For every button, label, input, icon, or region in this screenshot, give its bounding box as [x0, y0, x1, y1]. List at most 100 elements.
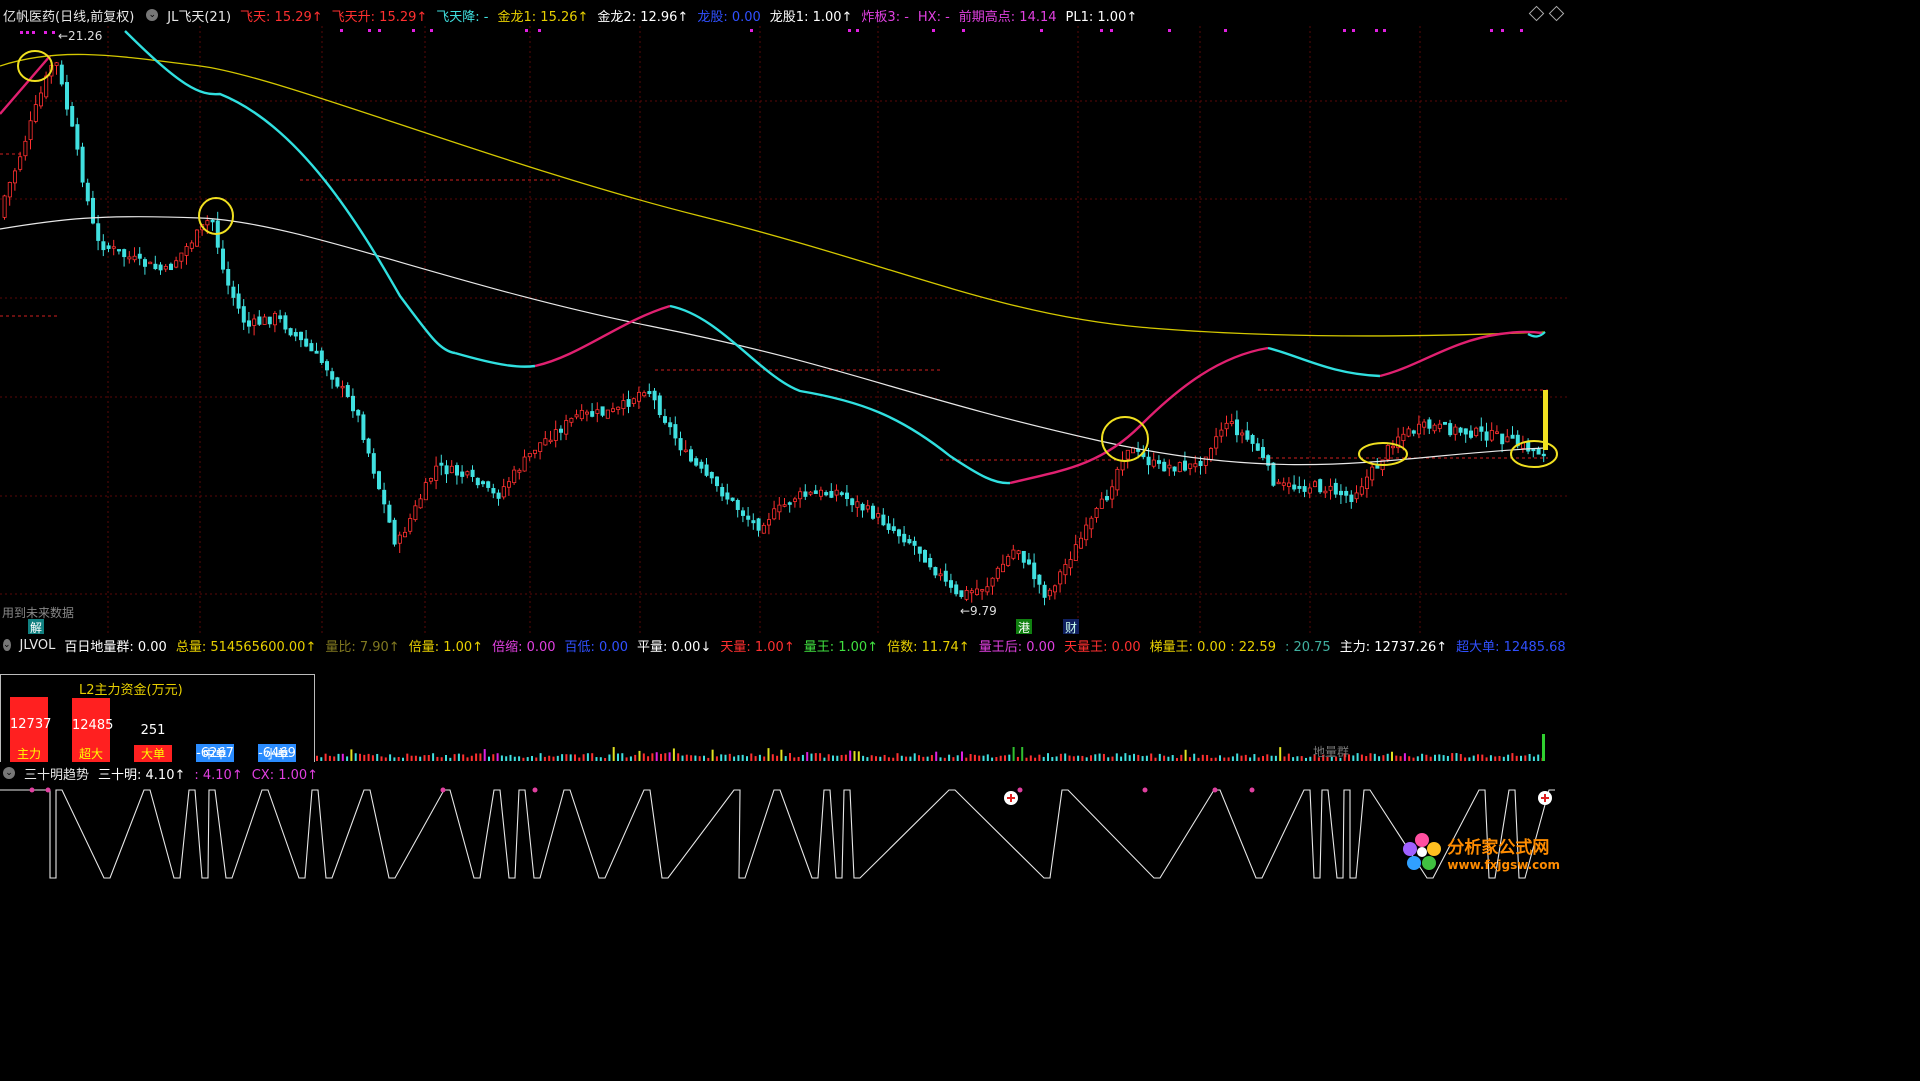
high-price-label: ←21.26 — [58, 29, 102, 43]
volume-bar — [488, 756, 490, 761]
feitian-up-line — [534, 304, 671, 368]
candle-body — [28, 120, 33, 141]
volume-bar — [1047, 753, 1049, 761]
trend-chart[interactable] — [0, 784, 1568, 883]
volume-bar — [436, 756, 439, 761]
stock-title[interactable]: 亿帆医药(日线,前复权) — [3, 9, 135, 25]
candle-body — [179, 252, 184, 262]
l2-label: 小单 — [264, 747, 289, 761]
volume-bar — [952, 757, 955, 761]
tag-jie[interactable]: 解 — [28, 619, 45, 636]
volume-indicator-name[interactable]: JLVOL — [19, 637, 56, 653]
plus-marker — [1004, 791, 1018, 805]
chevron-down-icon[interactable]: ⌄ — [3, 639, 11, 651]
volume-value: 总量: 514565600.00↑ — [175, 639, 317, 655]
candle-body — [730, 497, 735, 501]
candle-body — [1125, 449, 1130, 460]
candle-body — [512, 469, 517, 484]
volume-bar — [1356, 753, 1359, 761]
volume-bar — [1042, 756, 1045, 761]
volume-bar — [457, 753, 460, 761]
candle-body — [444, 465, 449, 475]
volume-bar — [569, 754, 572, 761]
main-chart[interactable]: ←21.26 ←9.79 — [0, 26, 1568, 634]
candle-body — [1245, 430, 1250, 440]
candle-body — [907, 539, 912, 544]
candle-body — [673, 424, 678, 439]
candle-body — [361, 414, 366, 440]
candle-body — [1458, 427, 1463, 433]
volume-bar — [1090, 755, 1092, 761]
candle-body — [345, 385, 350, 397]
volume-bar — [900, 755, 903, 761]
candle-body — [1016, 550, 1021, 555]
volume-bar — [526, 757, 529, 761]
tag-cai[interactable]: 财 — [1063, 619, 1080, 636]
candle-body — [793, 498, 798, 502]
candle-body — [148, 261, 153, 265]
candle-body — [1094, 507, 1099, 518]
volume-bar — [814, 753, 817, 761]
signal-dot — [340, 29, 343, 32]
candle-body — [933, 567, 938, 576]
volume-bar — [1416, 756, 1419, 761]
volume-value: 倍缩: 0.00 — [492, 639, 556, 655]
volume-bar — [1455, 753, 1458, 761]
candle-body — [725, 492, 730, 500]
signal-dot — [1383, 29, 1386, 32]
candle-body — [220, 248, 225, 270]
main-value: 龙股1: 1.00↑ — [769, 9, 853, 25]
signal-dot — [368, 29, 371, 32]
candle-body — [865, 505, 870, 510]
volume-chart[interactable]: 地量群 — [0, 656, 1568, 762]
indicator-name[interactable]: JL飞天(21) — [167, 9, 232, 25]
candle-body — [241, 306, 246, 323]
volume-bar — [445, 755, 447, 761]
volume-bar — [1008, 754, 1011, 761]
volume-bar — [1227, 757, 1230, 761]
main-value: PL1: 1.00↑ — [1065, 9, 1138, 25]
volume-bar — [1197, 757, 1200, 761]
candle-body — [548, 439, 553, 443]
volume-bar — [986, 754, 989, 761]
chevron-down-icon[interactable]: ⌄ — [146, 9, 159, 21]
candle-body — [1474, 427, 1479, 437]
candle-body — [1359, 486, 1364, 495]
candle-body — [1224, 422, 1229, 430]
candle-body — [813, 490, 818, 494]
volume-bar — [320, 757, 323, 761]
feitian-down-line — [454, 351, 536, 368]
candle-body — [1276, 481, 1281, 485]
candle-body — [1240, 432, 1245, 436]
volume-bar — [595, 757, 598, 761]
candle-body — [356, 409, 361, 416]
volume-bar — [397, 757, 400, 761]
chevron-down-icon[interactable]: ⌄ — [3, 767, 15, 779]
trend-header: ⌄ 三十明趋势 三十明: 4.10↑: 4.10↑ CX: 1.00↑ — [0, 762, 1568, 784]
tag-gang[interactable]: 港 — [1016, 619, 1033, 636]
candle-body — [564, 420, 569, 435]
candle-body — [803, 491, 808, 497]
candle-body — [304, 338, 309, 347]
l2-fund-panel: L2主力资金(万元) 12737 主力 12485 超大 251 大单 -6267 中单 -64… — [0, 674, 315, 764]
candle-body — [1427, 419, 1432, 429]
volume-bar — [466, 757, 469, 761]
candle-body — [392, 519, 397, 545]
trend-indicator-name[interactable]: 三十明趋势 — [24, 767, 90, 783]
candle-body — [252, 318, 257, 326]
candle-body — [382, 489, 387, 505]
candle-body — [1271, 462, 1276, 486]
volume-bar — [1107, 757, 1110, 761]
candle-body — [605, 409, 610, 419]
candle-body — [39, 92, 44, 107]
jinlong1-line — [0, 53, 1546, 337]
candle-body — [23, 140, 28, 157]
volume-bar — [801, 754, 804, 761]
highlight-circles — [17, 50, 1558, 468]
candle-body — [949, 580, 954, 588]
volume-bar — [771, 754, 774, 761]
volume-bar — [1468, 757, 1471, 761]
signal-dot — [848, 29, 851, 32]
candle-body — [1510, 434, 1515, 439]
volume-bar — [1111, 756, 1114, 761]
